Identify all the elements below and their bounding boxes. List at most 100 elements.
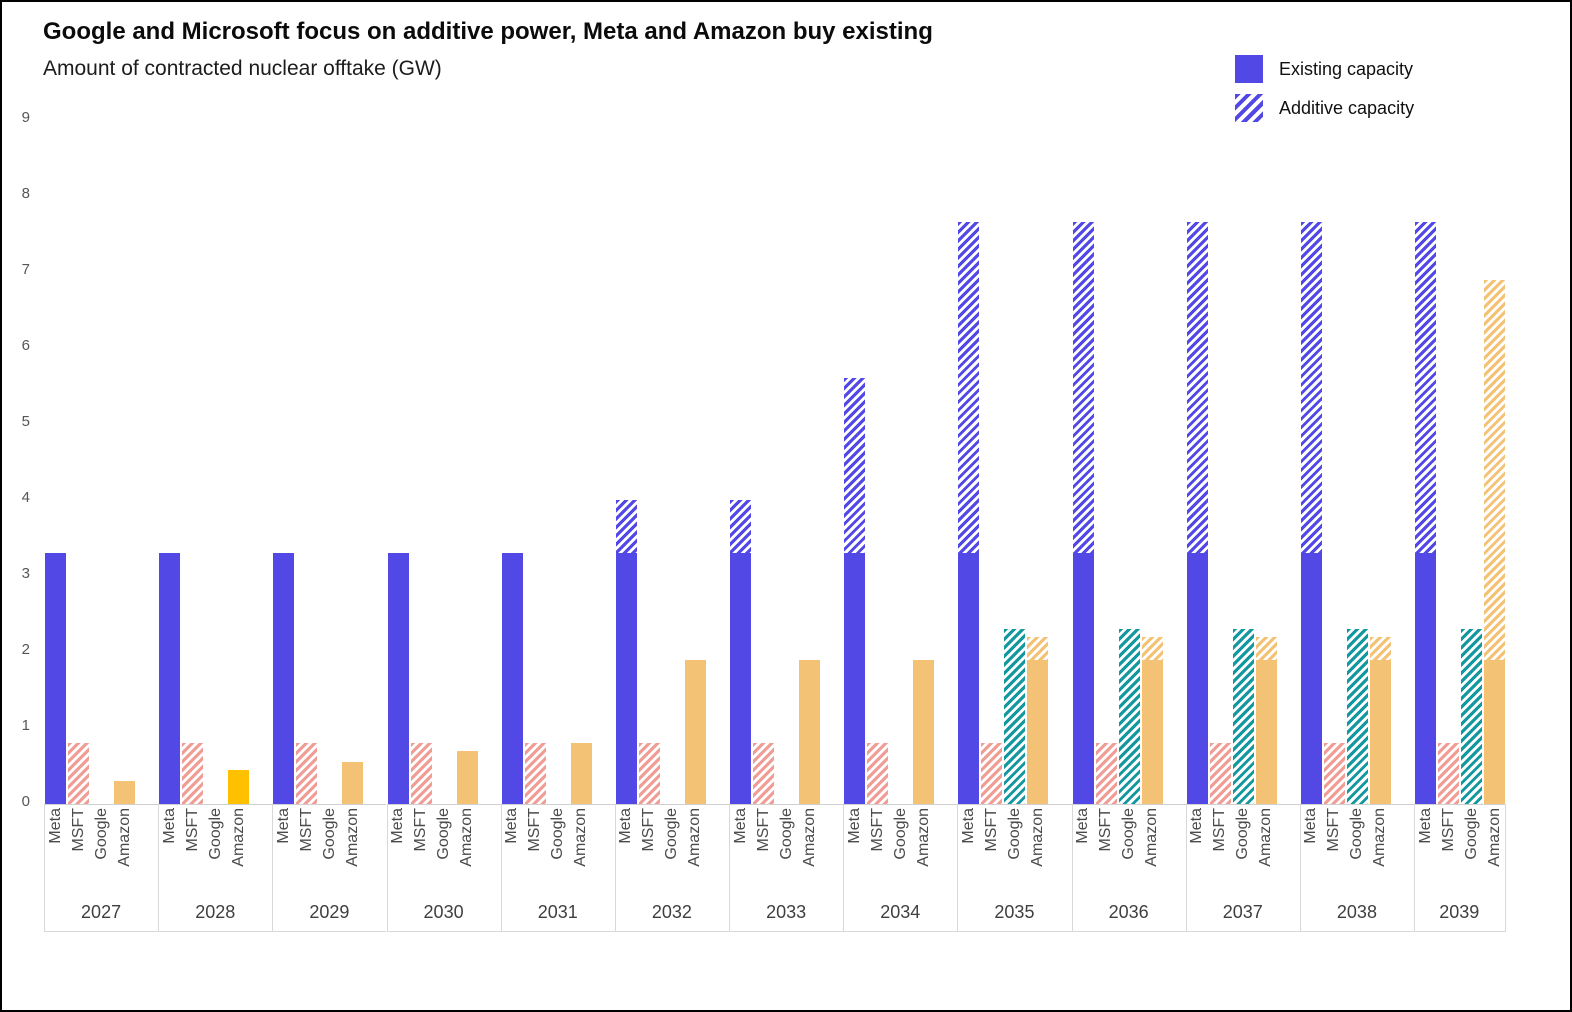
bar-amazon-2028-existing [228, 770, 250, 804]
x-axis-group-2031 [500, 804, 615, 932]
bar-msft-2035-additive [981, 743, 1003, 804]
bar-meta-2036-existing [1072, 553, 1094, 804]
company-label-msft-2038: MSFT [1325, 808, 1343, 852]
bar-msft-2031-additive [524, 743, 546, 804]
bar-meta-2035-additive [958, 222, 980, 553]
company-label-google-2029: Google [320, 808, 338, 860]
y-axis-tick-5: 5 [21, 413, 30, 430]
company-label-msft-2029: MSFT [297, 808, 315, 852]
year-label-2036: 2036 [1108, 902, 1149, 922]
company-label-meta-2031: Meta [503, 808, 521, 844]
x-axis-group-2027 [44, 804, 159, 932]
legend-item-additive: Additive capacity [1235, 93, 1414, 123]
y-axis-tick-3: 3 [21, 565, 30, 582]
company-label-msft-2035: MSFT [982, 808, 1000, 852]
company-label-meta-2032: Meta [617, 808, 635, 844]
legend-swatch-additive-capacity [1235, 94, 1263, 122]
y-axis-tick-1: 1 [21, 717, 30, 734]
bar-google-2037-additive [1232, 629, 1254, 804]
company-label-google-2038: Google [1348, 808, 1366, 860]
company-label-amazon-2034: Amazon [914, 808, 932, 867]
bar-amazon-2032-existing [684, 660, 706, 804]
bar-meta-2029-existing [273, 553, 295, 804]
year-label-2029: 2029 [309, 902, 350, 922]
company-label-google-2035: Google [1005, 808, 1023, 860]
x-axis-group-2036 [1071, 804, 1186, 932]
bar-amazon-2030-existing [456, 751, 478, 804]
company-label-msft-2034: MSFT [868, 808, 886, 852]
company-label-amazon-2035: Amazon [1028, 808, 1046, 867]
bar-amazon-2038-existing [1369, 660, 1391, 804]
company-label-google-2039: Google [1462, 808, 1480, 860]
bar-amazon-2038-additive [1369, 637, 1391, 660]
bar-meta-2037-additive [1186, 222, 1208, 553]
bar-meta-2034-additive [844, 378, 866, 553]
y-axis-tick-7: 7 [21, 261, 30, 278]
bar-msft-2037-additive [1209, 743, 1231, 804]
company-label-msft-2028: MSFT [183, 808, 201, 852]
company-label-meta-2035: Meta [959, 808, 977, 844]
x-axis-right-border [1504, 804, 1506, 932]
bar-msft-2027-additive [68, 743, 89, 804]
bar-amazon-2035-existing [1027, 660, 1049, 804]
x-axis-group-2035 [957, 804, 1072, 932]
company-label-amazon-2033: Amazon [800, 808, 818, 867]
year-label-2027: 2027 [81, 902, 122, 922]
company-label-amazon-2039: Amazon [1485, 808, 1503, 867]
x-axis-group-2034 [843, 804, 958, 932]
bar-meta-2037-existing [1186, 553, 1208, 804]
x-axis-group-2039 [1414, 804, 1505, 932]
company-label-msft-2036: MSFT [1097, 808, 1115, 852]
y-axis-tick-2: 2 [21, 641, 30, 658]
company-label-amazon-2032: Amazon [686, 808, 704, 867]
bar-amazon-2031-existing [570, 743, 592, 804]
x-axis-group-2032 [614, 804, 729, 932]
legend-item-existing: Existing capacity [1235, 54, 1414, 84]
company-label-google-2037: Google [1234, 808, 1252, 860]
bar-google-2038-additive [1346, 629, 1368, 804]
year-label-2028: 2028 [195, 902, 236, 922]
company-label-meta-2036: Meta [1074, 808, 1092, 844]
company-label-meta-2037: Meta [1188, 808, 1206, 844]
bar-meta-2039-additive [1415, 222, 1437, 553]
bar-amazon-2037-existing [1255, 660, 1277, 804]
bar-meta-2033-additive [730, 500, 752, 553]
company-label-amazon-2038: Amazon [1371, 808, 1389, 867]
x-axis-group-2028 [158, 804, 273, 932]
company-label-msft-2031: MSFT [526, 808, 544, 852]
company-label-meta-2030: Meta [389, 808, 406, 844]
chart-subtitle: Amount of contracted nuclear offtake (GW… [43, 57, 442, 80]
year-label-2030: 2030 [423, 902, 464, 922]
legend-label-additive-capacity: Additive capacity [1279, 97, 1415, 118]
year-label-2034: 2034 [880, 902, 921, 922]
bar-amazon-2036-existing [1141, 660, 1163, 804]
company-label-amazon-2027: Amazon [115, 808, 133, 867]
year-label-2033: 2033 [766, 902, 807, 922]
y-axis-tick-4: 4 [21, 489, 30, 506]
bar-msft-2034-additive [867, 743, 889, 804]
bar-google-2036-additive [1118, 629, 1140, 804]
company-label-meta-2028: Meta [160, 808, 178, 844]
bar-meta-2032-existing [615, 553, 637, 804]
company-label-meta-2039: Meta [1416, 808, 1434, 844]
company-label-msft-2027: MSFT [69, 808, 87, 852]
bar-msft-2029-additive [296, 743, 318, 804]
company-label-google-2032: Google [663, 808, 681, 860]
year-label-2035: 2035 [994, 902, 1035, 922]
x-axis-group-2029 [272, 804, 387, 932]
company-label-meta-2034: Meta [845, 808, 863, 844]
bar-meta-2030-existing [387, 553, 409, 804]
bar-meta-2035-existing [958, 553, 980, 804]
bar-meta-2027-existing [45, 553, 66, 804]
y-axis-tick-8: 8 [21, 185, 30, 202]
bar-meta-2039-existing [1415, 553, 1437, 804]
company-label-msft-2037: MSFT [1211, 808, 1229, 852]
bar-amazon-2034-existing [913, 660, 935, 804]
year-label-2038: 2038 [1336, 902, 1377, 922]
company-label-msft-2039: MSFT [1439, 808, 1457, 852]
company-label-meta-2033: Meta [731, 808, 749, 844]
bar-msft-2030-additive [410, 743, 432, 804]
company-label-google-2033: Google [777, 808, 795, 860]
bar-google-2039-additive [1461, 629, 1483, 804]
bar-meta-2038-additive [1300, 222, 1322, 553]
